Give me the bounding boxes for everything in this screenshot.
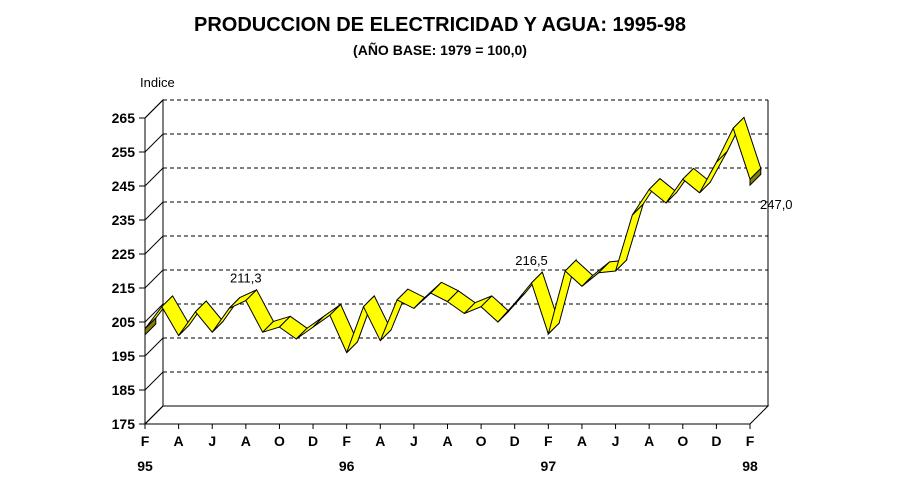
x-tick-label: F [746,433,755,449]
y-gridline-side [144,269,164,289]
year-label: 95 [137,458,153,474]
y-tick-label: 195 [112,348,136,364]
data-point [615,271,616,272]
x-tick-label: A [577,433,587,449]
data-point [682,179,683,180]
y-tick-label: 205 [112,314,136,330]
data-point [313,327,314,328]
ribbon-start-cap [144,316,157,337]
y-gridline-side [144,167,164,187]
y-tick-label: 245 [112,178,136,194]
ribbon-segment [732,116,762,181]
y-gridline-side [144,201,164,221]
y-gridline-side [144,235,164,255]
data-point [716,162,717,163]
data-point [178,335,179,336]
x-tick-label: A [241,433,251,449]
data-label: 211,3 [230,271,262,286]
data-point [665,203,666,204]
chart-subtitle: (AÑO BASE: 1979 = 100,0) [353,42,527,58]
data-point [229,308,230,309]
x-tick-label: F [141,433,150,449]
data-point [447,301,448,302]
x-tick-label: F [544,433,553,449]
data-point [212,332,213,333]
x-tick-label: O [476,433,487,449]
data-point [531,282,532,283]
data-point [581,286,582,287]
data-point [346,352,347,353]
y-ticks: 265 255 245 235 225 215 205 195 185 175 [112,110,145,432]
x-tick-label: J [410,433,418,449]
chart-title: PRODUCCION DE ELECTRICIDAD Y AGUA: 1995-… [194,14,686,36]
data-point [699,192,700,193]
y-tick-label: 175 [112,416,136,432]
data-point [161,306,162,307]
data-point [750,179,751,180]
ribbon-segment [194,300,224,333]
series-ribbon [144,116,762,354]
data-point [649,189,650,190]
data-point [195,311,196,312]
axes [143,98,770,426]
data-point [380,340,381,341]
x-tick-label: O [274,433,285,449]
data-point [430,293,431,294]
y-tick-label: 225 [112,246,136,262]
data-point [565,271,566,272]
data-point [145,328,146,329]
data-point [329,315,330,316]
y-tick-label: 185 [112,382,136,398]
y-tick-label: 215 [112,280,136,296]
data-point [279,327,280,328]
data-point [632,214,633,215]
y-gridline-side [144,371,164,391]
year-label: 98 [742,458,758,474]
x-ticks: F A J A O D F A J A O D F A J A O D F 95 96 97 98 [137,424,758,474]
data-point [548,333,549,334]
chart-floor [143,405,770,425]
y-axis-label: Indice [140,75,175,90]
ribbon-segment [615,203,644,272]
x-tick-label: F [342,433,351,449]
data-labels: 211,3 216,5 247,0 [230,197,793,285]
y-gridline-side [144,133,164,153]
data-point [245,300,246,301]
data-point [733,128,734,129]
data-point [497,322,498,323]
data-point [363,306,364,307]
x-tick-label: A [174,433,184,449]
data-point [598,272,599,273]
data-label: 216,5 [515,253,548,268]
y-gridline-side [144,337,164,357]
ribbon-segment [648,177,678,204]
data-point [514,303,515,304]
x-tick-label: O [677,433,688,449]
y-gridline-side [144,303,164,323]
data-point [397,299,398,300]
x-tick-label: A [644,433,654,449]
x-tick-label: J [208,433,216,449]
x-tick-label: D [308,433,318,449]
year-label: 97 [541,458,557,474]
data-point [481,306,482,307]
x-tick-label: A [375,433,385,449]
y-tick-label: 255 [112,144,136,160]
y-tick-label: 235 [112,212,136,228]
data-point [262,332,263,333]
grid-lines [144,99,768,425]
x-tick-label: J [612,433,620,449]
y-tick-label: 265 [112,110,136,126]
data-point [296,339,297,340]
data-point [413,308,414,309]
ribbon-segment [699,151,728,194]
data-point [464,313,465,314]
x-tick-label: A [442,433,452,449]
x-tick-label: D [510,433,520,449]
x-tick-label: D [711,433,721,449]
data-label: 247,0 [760,197,793,212]
year-label: 96 [339,458,355,474]
ribbon-end-cap [749,167,762,187]
